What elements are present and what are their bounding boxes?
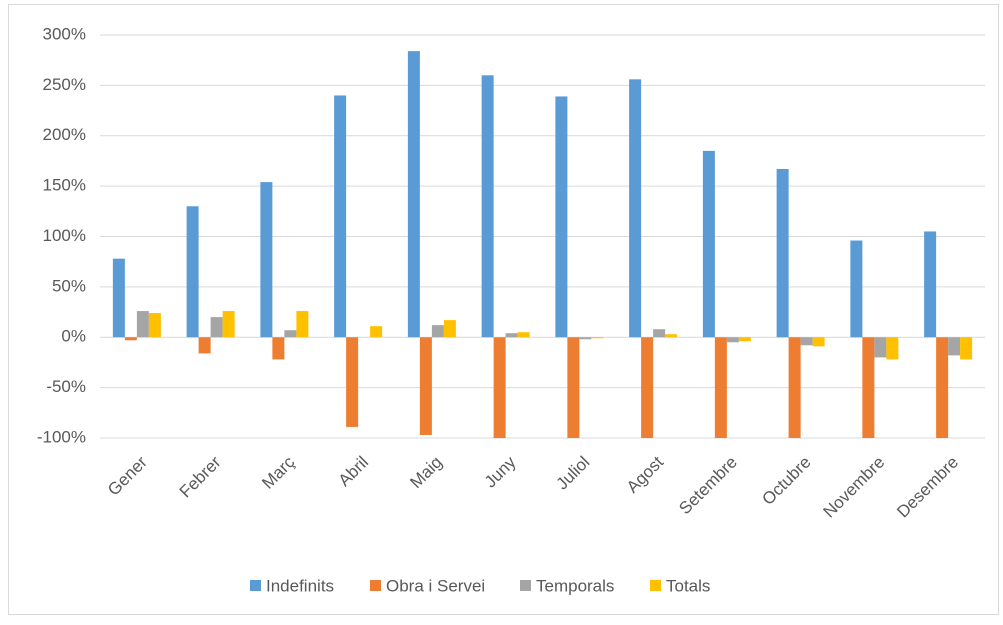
bar xyxy=(738,337,751,342)
bar xyxy=(874,337,887,358)
bar xyxy=(726,337,739,343)
bar xyxy=(776,168,789,338)
legend-swatch xyxy=(650,580,661,591)
chart-frame xyxy=(8,4,999,615)
bar xyxy=(714,337,727,438)
y-tick-label: 200% xyxy=(43,125,86,144)
legend-label: Temporals xyxy=(536,576,614,595)
bar xyxy=(136,311,149,338)
bar xyxy=(702,150,715,338)
bar xyxy=(222,311,235,338)
bar xyxy=(886,337,899,360)
bar xyxy=(346,337,359,427)
legend-label: Totals xyxy=(666,576,710,595)
bar xyxy=(505,333,518,338)
bar xyxy=(419,337,432,435)
bar xyxy=(517,332,530,338)
bar xyxy=(493,337,506,438)
y-tick-label: -100% xyxy=(37,427,86,446)
bar xyxy=(641,337,654,438)
bar xyxy=(148,313,161,338)
bar xyxy=(210,317,223,338)
bar xyxy=(407,51,420,338)
bar xyxy=(788,337,801,438)
bar xyxy=(284,330,297,338)
bar xyxy=(112,258,125,338)
bar xyxy=(260,182,273,338)
bar xyxy=(186,206,199,338)
bar xyxy=(924,231,937,338)
bar xyxy=(370,326,383,338)
y-tick-label: 250% xyxy=(43,75,86,94)
bar xyxy=(431,325,444,338)
bar xyxy=(296,311,309,338)
bar xyxy=(850,240,863,338)
bar xyxy=(960,337,973,360)
legend-swatch xyxy=(520,580,531,591)
y-tick-label: 50% xyxy=(52,276,86,295)
bar xyxy=(665,334,678,338)
bar xyxy=(579,337,592,340)
y-tick-label: -50% xyxy=(46,377,86,396)
legend-swatch xyxy=(250,580,261,591)
y-tick-label: 150% xyxy=(43,176,86,195)
y-tick-label: 100% xyxy=(43,226,86,245)
y-tick-label: 300% xyxy=(43,24,86,43)
bar xyxy=(124,337,137,341)
bar xyxy=(272,337,285,360)
bar xyxy=(443,320,456,338)
bar xyxy=(591,337,604,339)
bar xyxy=(198,337,211,354)
bar xyxy=(629,79,642,338)
y-tick-label: 0% xyxy=(61,327,86,346)
legend-swatch xyxy=(370,580,381,591)
bar xyxy=(653,329,666,338)
legend-label: Indefinits xyxy=(266,576,334,595)
bar xyxy=(862,337,875,438)
bar xyxy=(567,337,580,438)
bar xyxy=(948,337,961,356)
bar xyxy=(936,337,949,438)
bar xyxy=(555,96,568,338)
legend-label: Obra i Servei xyxy=(386,576,485,595)
bar xyxy=(800,337,813,346)
bar xyxy=(334,95,347,338)
bar xyxy=(812,337,825,347)
bar xyxy=(481,75,494,338)
